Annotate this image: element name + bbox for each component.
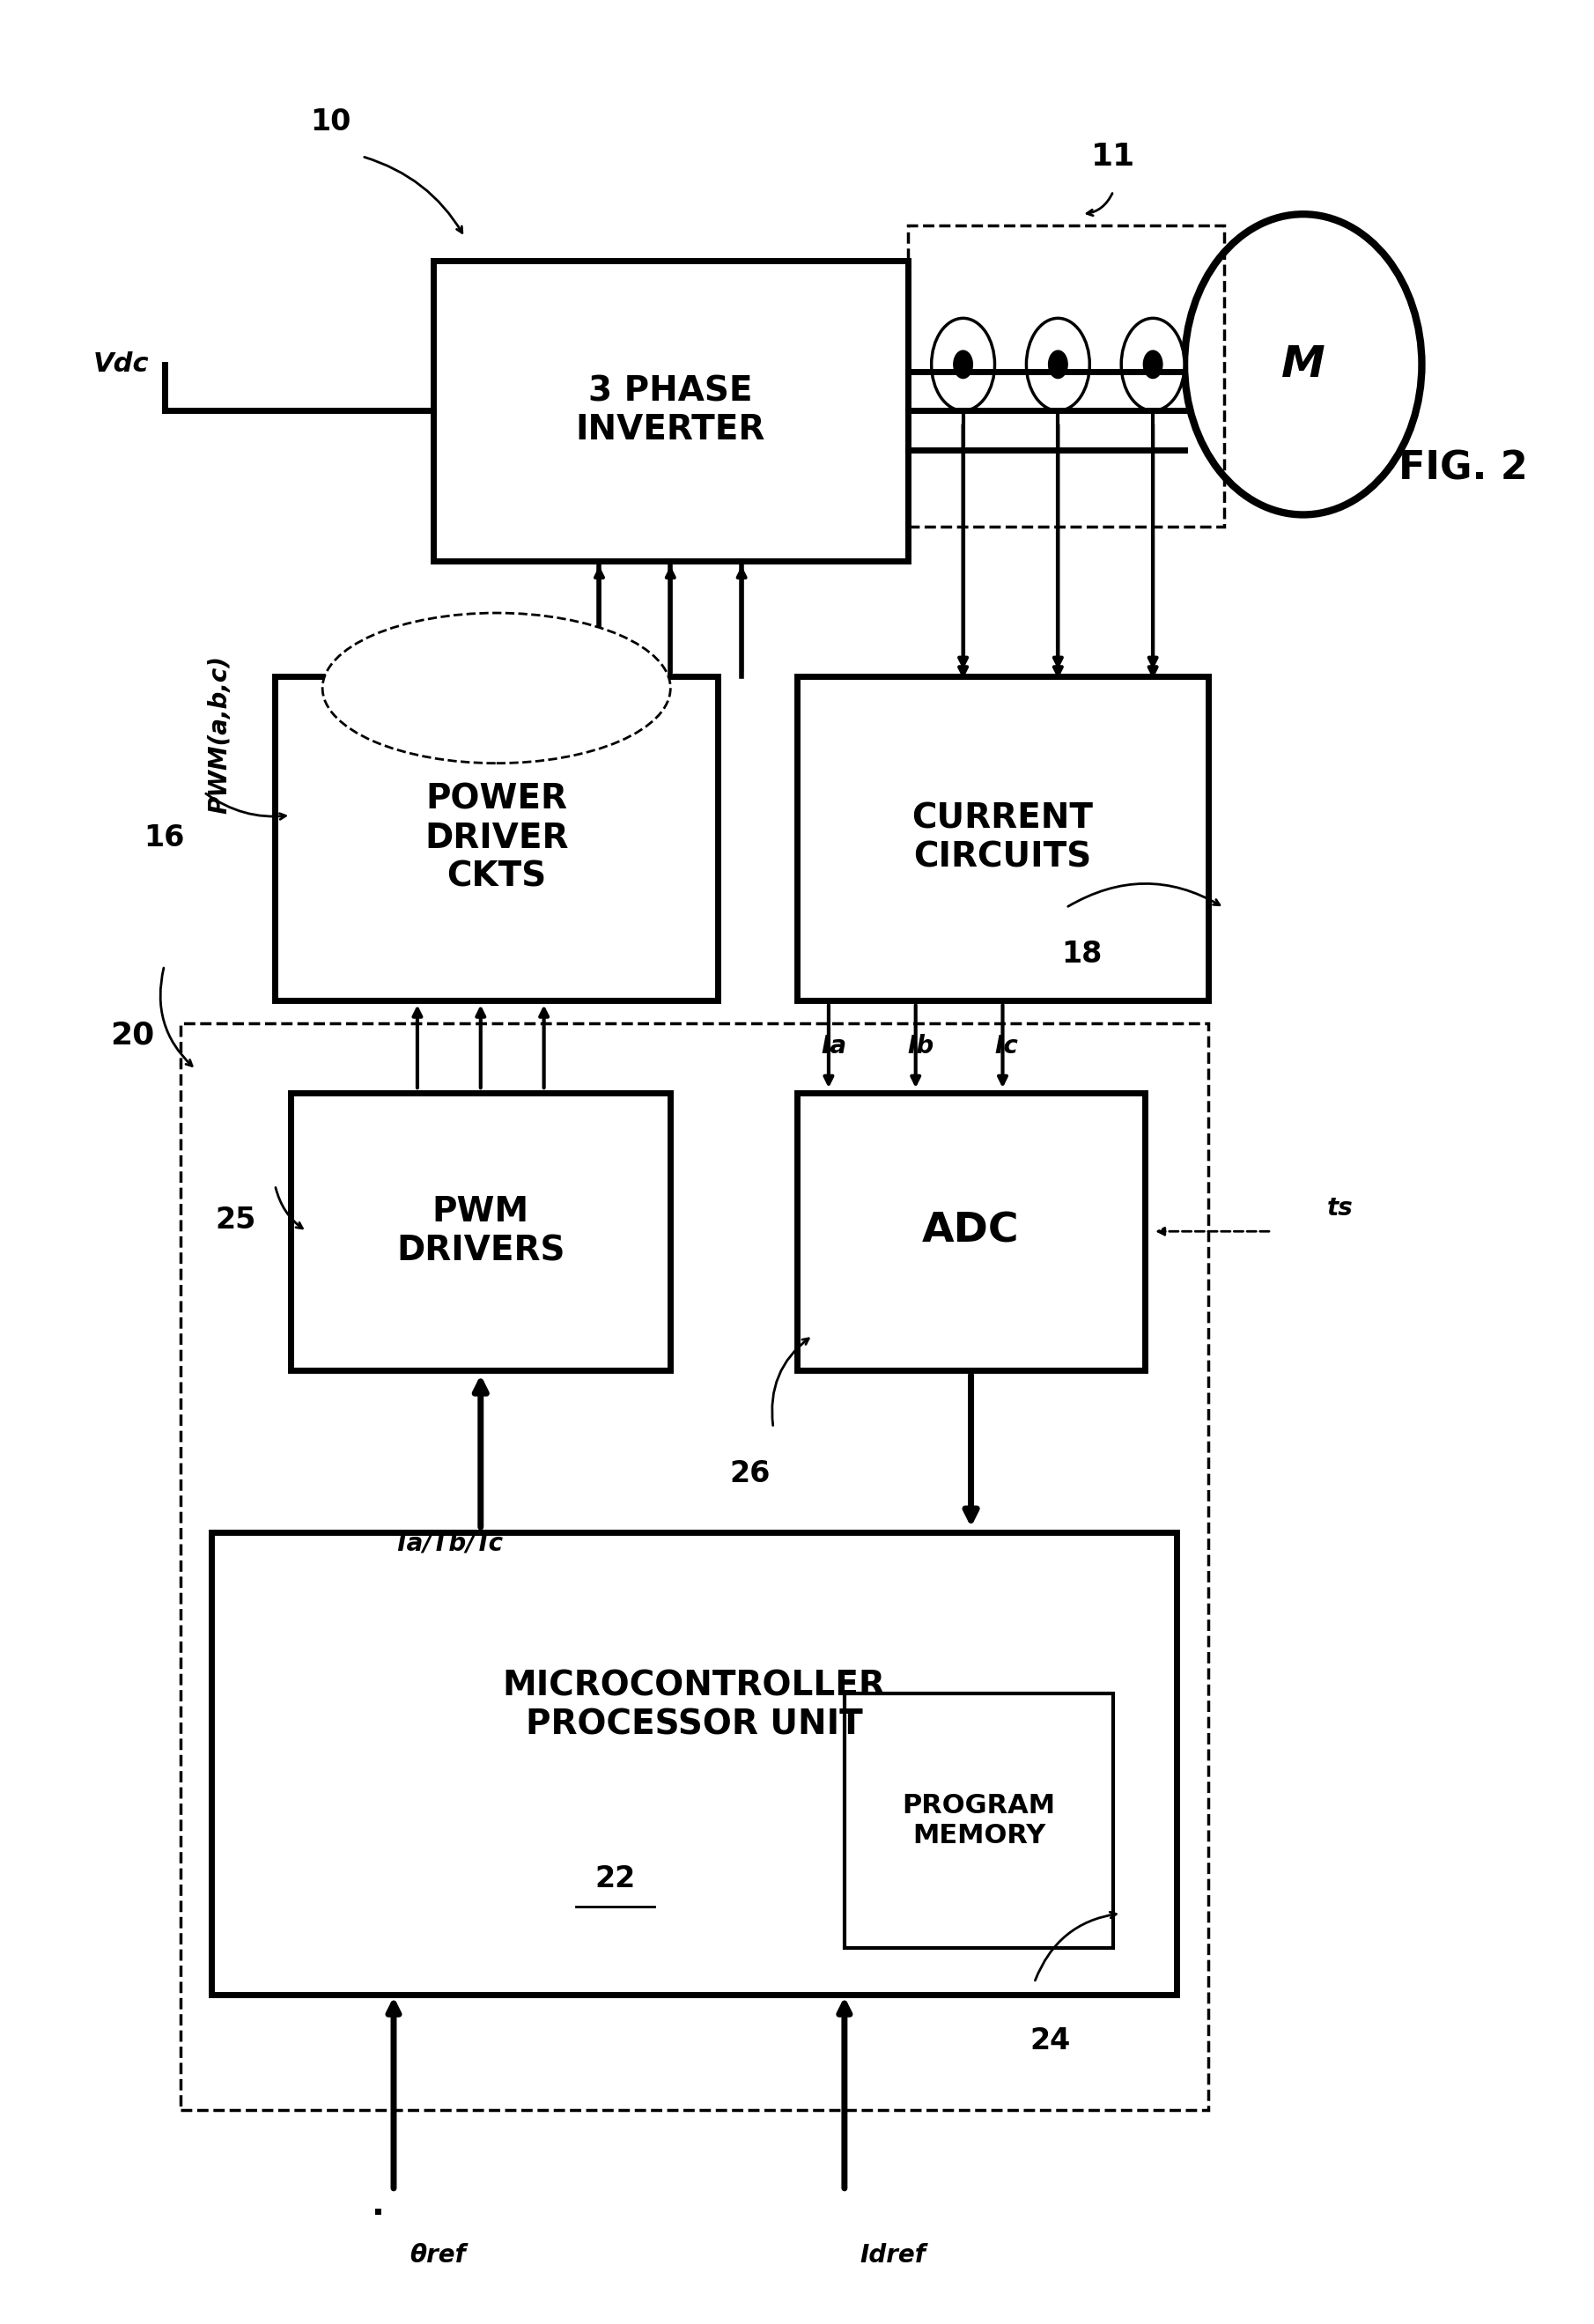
Text: 3 PHASE
INVERTER: 3 PHASE INVERTER: [575, 374, 765, 446]
Circle shape: [1049, 351, 1068, 379]
Bar: [845, 1694, 1113, 1948]
Text: Idref: Idref: [861, 2243, 926, 2268]
Circle shape: [931, 318, 995, 411]
Text: Ta/Tb/Tc: Ta/Tb/Tc: [394, 1532, 504, 1555]
Ellipse shape: [1184, 214, 1422, 514]
Text: M: M: [1282, 344, 1325, 386]
Text: 16: 16: [143, 823, 185, 853]
Bar: [180, 1023, 1208, 2110]
Text: Ia: Ia: [821, 1034, 846, 1060]
Ellipse shape: [322, 614, 671, 762]
Text: FIG. 2: FIG. 2: [1398, 449, 1527, 488]
Bar: [797, 1092, 1144, 1371]
Text: ts: ts: [1326, 1197, 1353, 1220]
Bar: [212, 1532, 1176, 1994]
Text: POWER
DRIVER
CKTS: POWER DRIVER CKTS: [424, 783, 569, 895]
Text: Ic: Ic: [995, 1034, 1019, 1060]
Bar: [907, 225, 1224, 525]
Text: 22: 22: [595, 1864, 636, 1894]
Bar: [290, 1092, 671, 1371]
Text: ·: ·: [371, 2196, 384, 2231]
Text: 25: 25: [215, 1206, 257, 1234]
Text: PWM(a,b,c): PWM(a,b,c): [207, 655, 233, 813]
Bar: [434, 260, 907, 560]
Text: PROGRAM
MEMORY: PROGRAM MEMORY: [902, 1794, 1055, 1848]
Circle shape: [953, 351, 972, 379]
Circle shape: [1143, 351, 1162, 379]
Text: Vdc: Vdc: [92, 351, 150, 376]
Text: 18: 18: [1062, 939, 1101, 969]
Circle shape: [1027, 318, 1090, 411]
Text: CURRENT
CIRCUITS: CURRENT CIRCUITS: [912, 802, 1093, 874]
Text: 24: 24: [1030, 2027, 1071, 2054]
Text: 11: 11: [1092, 142, 1135, 172]
Text: 20: 20: [110, 1020, 155, 1050]
Text: 10: 10: [309, 107, 351, 137]
Text: θref: θref: [410, 2243, 465, 2268]
Circle shape: [1121, 318, 1184, 411]
Text: ADC: ADC: [923, 1211, 1020, 1250]
Bar: [797, 676, 1208, 999]
Text: Ib: Ib: [907, 1034, 934, 1060]
Bar: [276, 676, 717, 999]
Text: PWM
DRIVERS: PWM DRIVERS: [397, 1195, 564, 1267]
Text: 26: 26: [728, 1459, 770, 1490]
Text: MICROCONTROLLER
PROCESSOR UNIT: MICROCONTROLLER PROCESSOR UNIT: [502, 1669, 886, 1741]
